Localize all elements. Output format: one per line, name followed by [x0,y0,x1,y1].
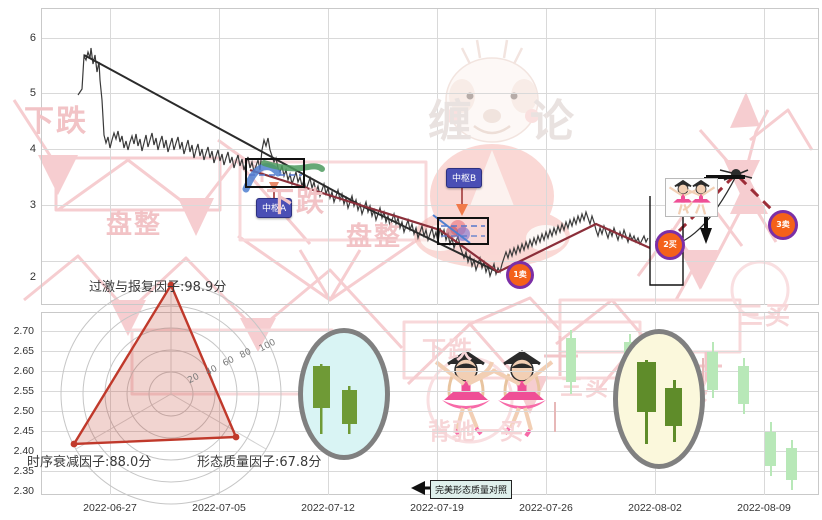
y-tick-sub-6: 2.40 [13,445,34,457]
x-tick-5: 2022-08-02 [628,502,682,514]
pivot-label-b[interactable]: 中枢B [446,168,483,188]
pivot-zone-a-box [245,158,305,188]
y-tick-price-3: 3 [29,199,36,211]
radar-label-top: 过激与报复因子:98.9分 [89,280,227,295]
y-tick-sub-5: 2.45 [13,425,34,437]
x-tick-1: 2022-07-05 [192,502,246,514]
compare-annotation[interactable]: 完美形态质量对照 [430,480,513,499]
y-tick-sub-3: 2.55 [13,385,34,397]
trade-marker-2-buy[interactable]: 2买 [655,230,685,260]
pattern-highlight-right [613,329,705,469]
x-tick-6: 2022-08-09 [737,502,791,514]
y-tick-sub-2: 2.60 [13,365,34,377]
y-tick-sub-7: 2.35 [13,465,34,477]
y-tick-price-0: 6 [29,32,36,44]
y-tick-price-2: 4 [29,143,36,155]
pivot-zone-b-box [437,217,489,245]
x-tick-0: 2022-06-27 [83,502,137,514]
y-tick-price-1: 5 [29,87,36,99]
y-tick-price-4: 2 [29,271,36,283]
y-tick-sub-4: 2.50 [13,405,34,417]
y-tick-sub-8: 2.30 [13,485,34,497]
x-tick-3: 2022-07-19 [410,502,464,514]
price-panel [41,8,819,305]
dancer-inset-thumbnail[interactable] [665,178,718,217]
y-tick-sub-0: 2.70 [13,325,34,337]
trade-marker-3-sell[interactable]: 3卖 [768,210,798,240]
trade-marker-1-sell[interactable]: 1卖 [506,261,534,289]
x-tick-2: 2022-07-12 [301,502,355,514]
radar-label-left: 时序衰减因子:88.0分 [27,455,152,470]
y-tick-sub-1: 2.65 [13,345,34,357]
radar-label-right: 形态质量因子:67.8分 [197,455,322,470]
x-tick-4: 2022-07-26 [519,502,573,514]
pattern-highlight-left [298,328,390,460]
pivot-label-a[interactable]: 中枢A [256,198,293,218]
